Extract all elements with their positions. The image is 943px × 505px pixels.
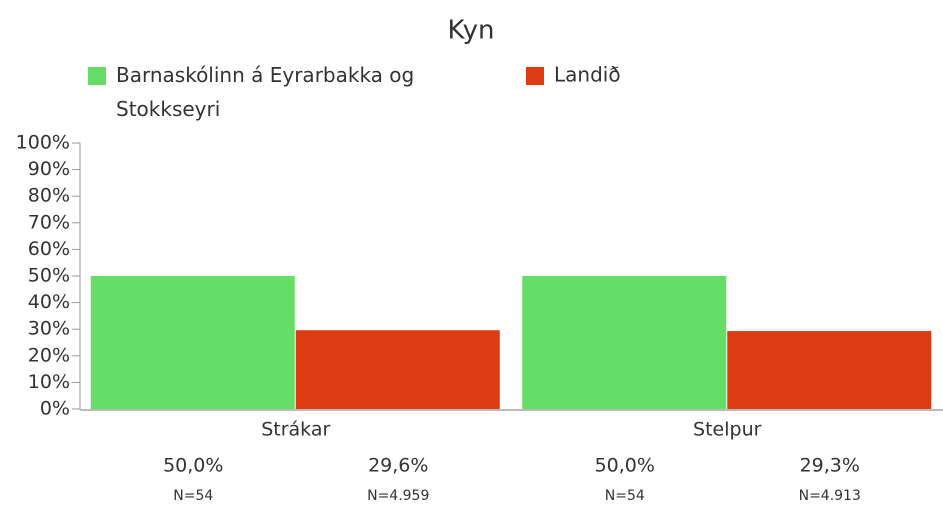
legend-label: Landið [554, 63, 621, 87]
bar [90, 276, 295, 409]
x-tick-label: Stelpur [693, 419, 762, 441]
y-tick-label: 10% [28, 371, 70, 393]
legend-label: Barnaskólinn á Eyrarbakka og Stokkseyri [116, 63, 414, 121]
y-tick-label: 60% [28, 238, 70, 260]
n-label: N=54 [173, 488, 213, 504]
chart-title: Kyn [447, 16, 494, 46]
value-label: 29,3% [800, 455, 860, 477]
n-label: N=4.913 [799, 488, 861, 504]
y-tick-label: 20% [28, 344, 70, 366]
y-tick-label: 80% [28, 185, 70, 207]
y-tick-label: 40% [28, 291, 70, 313]
value-label: 50,0% [595, 455, 655, 477]
y-tick-label: 50% [28, 265, 70, 287]
y-tick-label: 70% [28, 211, 70, 233]
legend-swatch [88, 67, 106, 85]
bar [295, 330, 500, 409]
n-label: N=54 [605, 488, 645, 504]
y-tick-label: 0% [40, 398, 70, 420]
x-tick-label: Strákar [261, 419, 330, 441]
bar [522, 276, 727, 409]
bar [727, 331, 932, 409]
n-label: N=4.959 [367, 488, 429, 504]
y-tick-label: 30% [28, 318, 70, 340]
value-label: 29,6% [368, 455, 428, 477]
y-tick-label: 100% [16, 132, 70, 154]
value-label: 50,0% [163, 455, 223, 477]
y-tick-label: 90% [28, 158, 70, 180]
legend-swatch [526, 67, 544, 85]
